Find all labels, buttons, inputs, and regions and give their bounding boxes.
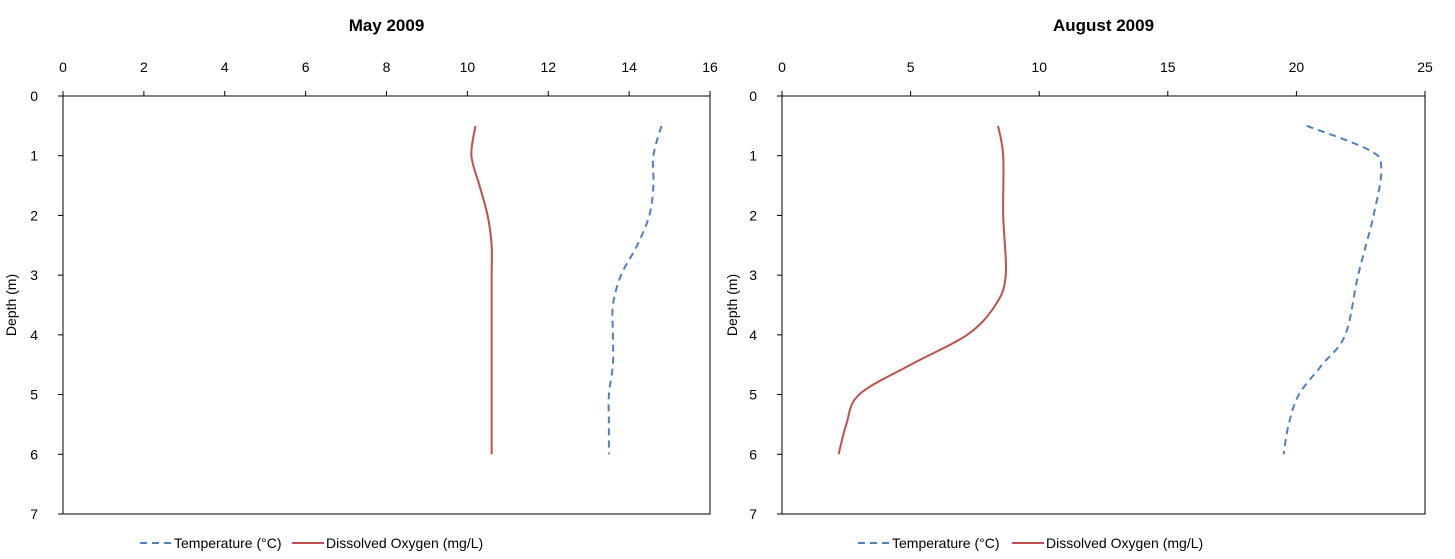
legend-label: Dissolved Oxygen (mg/L): [326, 535, 483, 551]
x-tick-label: 16: [702, 59, 718, 75]
x-tick-label: 5: [907, 59, 915, 75]
y-axis-label: Depth (m): [724, 274, 740, 336]
x-tick-label: 2: [140, 59, 148, 75]
y-tick-label: 2: [30, 207, 38, 223]
x-tick-label: 15: [1160, 59, 1176, 75]
y-axis-label: Depth (m): [3, 274, 19, 336]
y-tick-label: 0: [749, 88, 757, 104]
y-tick-label: 4: [749, 327, 757, 343]
y-tick-label: 0: [30, 88, 38, 104]
x-tick-label: 0: [59, 59, 67, 75]
x-tick-label: 10: [460, 59, 476, 75]
y-tick-label: 1: [749, 148, 757, 164]
plot-area: [781, 95, 1426, 515]
legend-label: Temperature (°C): [174, 535, 282, 551]
y-tick-label: 6: [30, 446, 38, 462]
x-tick-label: 20: [1289, 59, 1305, 75]
legend-label: Dissolved Oxygen (mg/L): [1046, 535, 1203, 551]
y-tick-label: 6: [749, 446, 757, 462]
y-tick-label: 5: [30, 387, 38, 403]
x-tick-label: 25: [1417, 59, 1433, 75]
x-tick-label: 8: [383, 59, 391, 75]
x-tick-label: 10: [1031, 59, 1047, 75]
y-tick-label: 7: [749, 506, 757, 522]
x-tick-label: 0: [778, 59, 786, 75]
series-line-temperature: [607, 125, 663, 455]
chart-title: August 2009: [1053, 16, 1154, 35]
x-tick-label: 4: [221, 59, 229, 75]
chart-title: May 2009: [349, 16, 425, 35]
y-tick-label: 3: [30, 267, 38, 283]
y-tick-label: 1: [30, 148, 38, 164]
x-tick-label: 12: [540, 59, 556, 75]
plot-area: [62, 95, 711, 515]
legend-label: Temperature (°C): [892, 535, 1000, 551]
y-tick-label: 3: [749, 267, 757, 283]
series-line-temperature: [1282, 124, 1383, 455]
x-tick-label: 6: [302, 59, 310, 75]
y-tick-label: 7: [30, 506, 38, 522]
x-tick-label: 14: [621, 59, 637, 75]
y-tick-label: 4: [30, 327, 38, 343]
y-tick-label: 2: [749, 207, 757, 223]
series-line-dissolved-oxygen: [837, 125, 1008, 455]
series-line-dissolved-oxygen: [470, 125, 493, 455]
y-tick-label: 5: [749, 387, 757, 403]
chart-panel-2: August 2009 0 5 10 15 20 25 0 1 2 3 4 5 6 7 Depth (m) Te…: [724, 16, 1433, 551]
